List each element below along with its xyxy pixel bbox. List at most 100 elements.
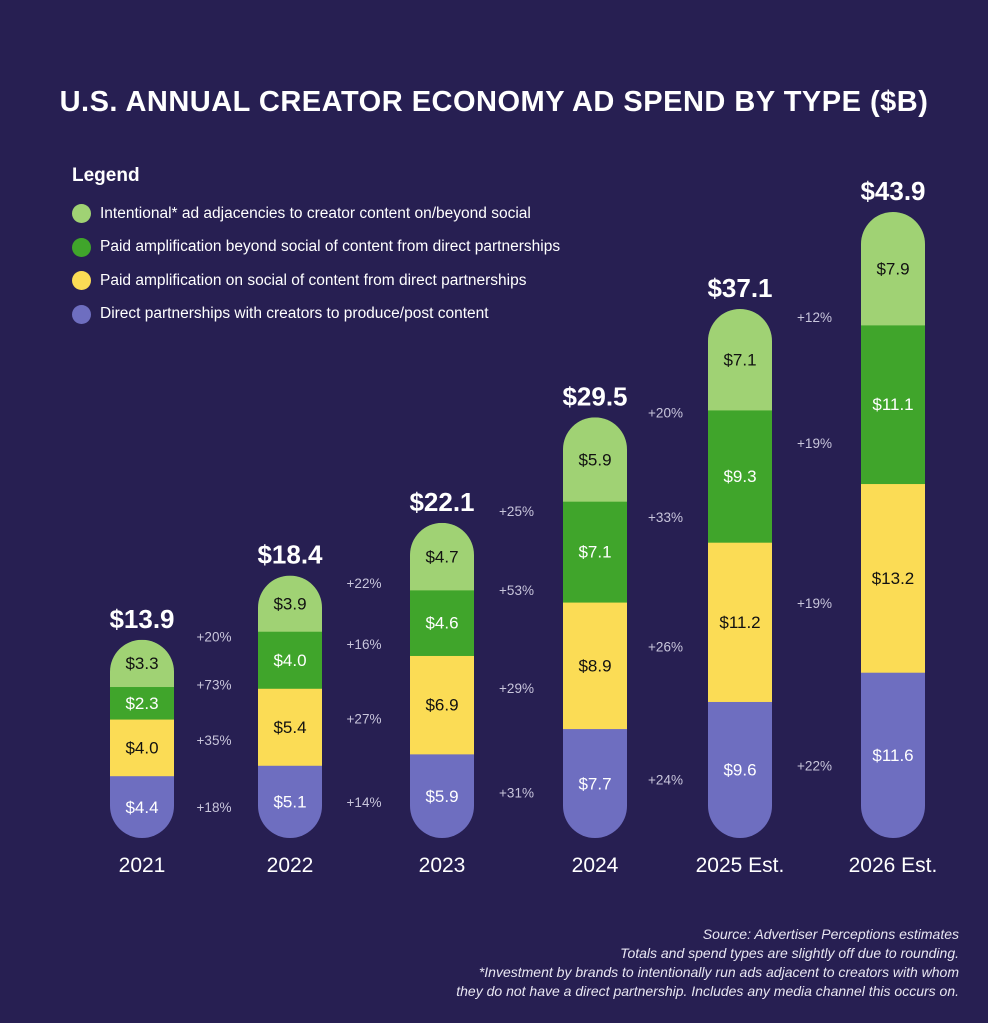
growth-label: +27% [347,712,382,727]
segment-value-label: $11.2 [719,613,760,632]
segment-value-label: $7.1 [723,350,756,369]
footnote-line-2: they do not have a direct partnership. I… [456,983,959,999]
bar-segment [861,324,925,485]
segment-value-label: $13.2 [872,569,915,588]
bar-2024 [563,417,627,838]
growth-label: +33% [648,510,683,525]
segment-value-label: $8.9 [578,656,611,675]
x-tick-label: 2023 [419,854,466,877]
bar-segment [708,409,772,543]
bar-segment [708,701,772,839]
legend-title: Legend [72,165,140,186]
growth-label: +18% [197,800,232,815]
growth-label: +73% [197,677,232,692]
growth-label: +14% [347,795,382,810]
segment-value-label: $7.9 [876,259,909,278]
growth-label: +53% [499,583,534,598]
segment-value-label: $3.9 [273,594,306,613]
growth-label: +26% [648,640,683,655]
growth-label: +20% [197,629,232,644]
total-label: $43.9 [860,176,925,206]
growth-label: +22% [347,576,382,591]
bar-segment [563,501,627,603]
segment-value-label: $3.3 [125,654,158,673]
growth-label: +24% [648,773,683,788]
bar-segment [410,589,474,656]
growth-label: +29% [499,681,534,696]
growth-label: +20% [648,405,683,420]
total-label: $22.1 [409,487,474,517]
segment-value-label: $7.1 [578,543,611,562]
bar-segment [861,483,925,673]
bar-segment [110,775,174,839]
rounding-note: Totals and spend types are slightly off … [620,945,959,961]
segment-value-label: $9.3 [723,467,756,486]
growth-label: +19% [797,436,832,451]
segment-value-label: $2.3 [125,694,158,713]
footnote-line-1: *Investment by brands to intentionally r… [478,964,959,980]
bar-2021 [110,639,174,839]
bar-segment [258,765,322,839]
legend-item: Direct partnerships with creators to pro… [72,298,560,332]
bar-segment [110,686,174,720]
segment-value-label: $4.0 [125,738,158,757]
bar-segment [110,719,174,777]
chart-notes: Source: Advertiser Perceptions estimates… [456,925,959,1001]
legend-label: Paid amplification on social of content … [100,271,527,289]
bar-segment [563,728,627,838]
segment-value-label: $4.7 [425,547,458,566]
total-label: $29.5 [562,381,627,411]
bar-2023 [410,522,474,838]
growth-label: +35% [197,733,232,748]
bar-segment [258,688,322,766]
growth-label: +22% [797,758,832,773]
segment-value-label: $5.9 [578,450,611,469]
bar-2022 [258,575,322,839]
legend-label: Intentional* ad adjacencies to creator c… [100,204,531,222]
legend-item: Paid amplification on social of content … [72,264,560,298]
segment-value-label: $11.1 [872,395,913,414]
bar-segment [410,522,474,591]
legend-label: Paid amplification beyond social of cont… [100,238,561,256]
chart-title: U.S. ANNUAL CREATOR ECONOMY AD SPEND BY … [59,86,929,118]
bar-segment [861,672,925,838]
bar-2026-Est- [861,211,925,838]
total-label: $18.4 [257,540,323,570]
bar-segment [861,211,925,326]
total-label: $37.1 [707,273,772,303]
x-tick-label: 2022 [267,854,314,877]
segment-value-label: $5.9 [425,787,458,806]
legend: Legend Intentional* ad adjacencies to cr… [72,165,560,331]
bar-segment [258,575,322,632]
segment-value-label: $4.4 [125,798,158,817]
bar-segment [258,631,322,689]
segment-value-label: $7.7 [578,774,611,793]
legend-swatch [72,304,91,324]
bar-segment [410,753,474,838]
legend-item: Paid amplification beyond social of cont… [72,231,560,265]
segment-value-label: $4.0 [273,651,306,670]
legend-swatch [72,237,91,257]
bar-segment [410,655,474,755]
segment-value-label: $4.6 [425,614,458,633]
legend-item: Intentional* ad adjacencies to creator c… [72,197,560,231]
legend-label: Direct partnerships with creators to pro… [100,305,489,323]
segment-value-label: $5.1 [273,793,306,812]
segment-value-label: $5.4 [273,718,306,737]
x-tick-label: 2025 Est. [696,854,785,877]
growth-label: +19% [797,596,832,611]
x-tick-label: 2021 [119,854,166,877]
bar-segment [708,542,772,702]
bar-segment [563,602,627,730]
bar-segment [563,417,627,502]
bar-2025-Est- [708,308,772,839]
growth-label: +12% [797,310,832,325]
growth-label: +31% [499,786,534,801]
x-tick-label: 2026 Est. [849,854,938,877]
segment-value-label: $6.9 [425,696,458,715]
legend-swatch [72,204,91,224]
bar-segment [708,308,772,411]
segment-value-label: $11.6 [872,746,913,765]
source-note: Source: Advertiser Perceptions estimates [702,926,959,942]
